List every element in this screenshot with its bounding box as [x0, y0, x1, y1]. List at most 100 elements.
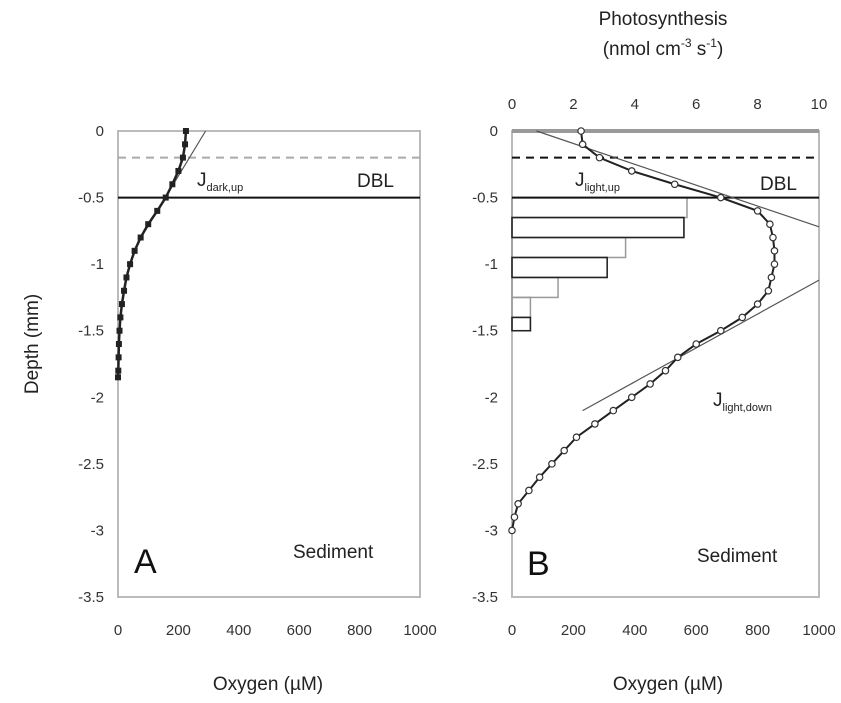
data-point — [115, 341, 122, 348]
panel-b-top-axis-title-line2: (nmol cm-3 s-1) — [603, 36, 724, 60]
data-point — [162, 194, 169, 201]
panel-b-flux-down-symbol: J — [713, 390, 723, 411]
data-point — [692, 340, 701, 348]
photosynthesis-bar — [511, 196, 688, 219]
data-point — [770, 260, 779, 268]
data-point — [716, 326, 725, 335]
x-tick-label: 0 — [508, 622, 516, 639]
x-tick-label: 800 — [745, 622, 770, 639]
data-point — [560, 446, 568, 455]
panel-b-flux-down-subscript: light,down — [723, 402, 773, 414]
data-point — [115, 374, 121, 381]
top-x-tick-label: 4 — [631, 96, 639, 113]
panel-b-x-tick-labels: 0 200 400 600 800 1000 — [508, 622, 836, 639]
y-tick-label: -2.5 — [472, 456, 498, 473]
panel-b-oxygen-profile-line — [511, 130, 776, 531]
photosynthesis-bar — [511, 316, 532, 332]
data-point — [535, 473, 544, 481]
panel-a-flux-subscript: dark,up — [207, 182, 244, 194]
x-tick-label: 400 — [622, 622, 647, 639]
data-point — [627, 393, 636, 402]
y-tick-label: -0.5 — [472, 190, 498, 207]
top-x-tick-label: 6 — [692, 96, 700, 113]
photosynthesis-bar — [511, 276, 559, 299]
y-tick-label: -3.5 — [78, 589, 104, 606]
panel-b-x-axis-title: Oxygen (µM) — [613, 674, 723, 695]
photosynthesis-bar — [511, 296, 532, 319]
top-axis-units-part3: ) — [717, 39, 723, 60]
photosynthesis-bar — [511, 216, 685, 239]
data-point — [510, 513, 519, 521]
data-point — [508, 526, 516, 535]
data-point — [572, 433, 581, 442]
panel-b-top-axis-title-line1: Photosynthesis — [599, 9, 728, 30]
data-point — [175, 167, 182, 174]
data-point — [577, 127, 585, 135]
top-axis-units-part1: (nmol cm — [603, 39, 681, 60]
panel-b-sediment-label: Sediment — [697, 546, 778, 567]
panel-a-x-axis-title: Oxygen (µM) — [213, 674, 323, 695]
panel-b-flux-down-label: Jlight,down — [713, 390, 772, 414]
data-point — [591, 420, 599, 428]
data-point — [182, 128, 189, 134]
x-tick-label: 0 — [114, 622, 122, 639]
panel-b-flux-up-symbol: J — [575, 170, 585, 191]
y-tick-label: 0 — [96, 123, 104, 140]
top-axis-units-sup1: -3 — [681, 36, 692, 50]
data-point — [137, 234, 144, 241]
top-x-tick-label: 2 — [569, 96, 577, 113]
data-point — [578, 140, 587, 149]
data-point — [145, 221, 152, 228]
panel-b-flux-up-label: Jlight,up — [575, 170, 620, 194]
x-tick-label: 400 — [226, 622, 251, 639]
panel-a-data-points — [115, 128, 189, 381]
data-point — [118, 301, 125, 308]
x-tick-label: 1000 — [403, 622, 436, 639]
panel-b-panel-label: B — [527, 545, 550, 583]
top-x-tick-label: 8 — [753, 96, 761, 113]
panel-b-top-x-tick-labels: 0 2 4 6 8 10 — [508, 96, 828, 113]
data-point — [661, 366, 670, 375]
top-axis-units-part2: s — [692, 39, 707, 60]
data-point — [769, 233, 777, 242]
data-point — [179, 154, 186, 161]
x-tick-label: 600 — [684, 622, 709, 639]
y-tick-label: -3 — [485, 522, 498, 539]
panel-b-photosynthesis-bars — [511, 196, 688, 332]
top-axis-units-sup2: -1 — [706, 36, 717, 50]
panel-b-data-points — [508, 127, 779, 535]
data-point — [121, 287, 128, 294]
data-point — [115, 367, 122, 374]
y-tick-label: -0.5 — [78, 190, 104, 207]
panel-a-sediment-label: Sediment — [293, 542, 374, 563]
data-point — [767, 273, 776, 282]
y-tick-label: -1 — [485, 256, 498, 273]
panel-b-plot-frame — [511, 130, 820, 598]
photosynthesis-bar — [511, 216, 685, 239]
data-point — [766, 220, 774, 229]
data-point — [673, 353, 682, 362]
y-tick-label: 0 — [490, 123, 498, 140]
data-point — [117, 314, 124, 321]
data-point — [595, 153, 604, 162]
y-tick-label: -1.5 — [78, 323, 104, 340]
top-x-tick-label: 0 — [508, 96, 516, 113]
x-tick-label: 200 — [166, 622, 191, 639]
flux-fit-line — [582, 279, 820, 412]
top-x-tick-label: 10 — [811, 96, 828, 113]
data-point — [514, 499, 522, 508]
data-point — [670, 180, 679, 189]
y-tick-label: -2 — [485, 389, 498, 406]
panel-a-x-tick-labels: 0 200 400 600 800 1000 — [114, 622, 437, 639]
x-tick-label: 600 — [287, 622, 312, 639]
y-tick-label: -1 — [91, 256, 104, 273]
panel-b: 0 200 400 600 800 1000 0 2 4 6 8 10 0 -0.5 -1 -1.5 -2 -… — [472, 9, 836, 695]
y-tick-label: -1.5 — [472, 323, 498, 340]
panel-b-y-tick-labels: 0 -0.5 -1 -1.5 -2 -2.5 -3 -3.5 — [472, 123, 498, 606]
panel-a-dbl-label: DBL — [357, 171, 394, 192]
data-point — [646, 380, 654, 388]
panel-a-flux-label: Jdark,up — [197, 170, 243, 194]
panel-a-y-axis-title: Depth (mm) — [22, 294, 43, 394]
y-tick-label: -2 — [91, 389, 104, 406]
